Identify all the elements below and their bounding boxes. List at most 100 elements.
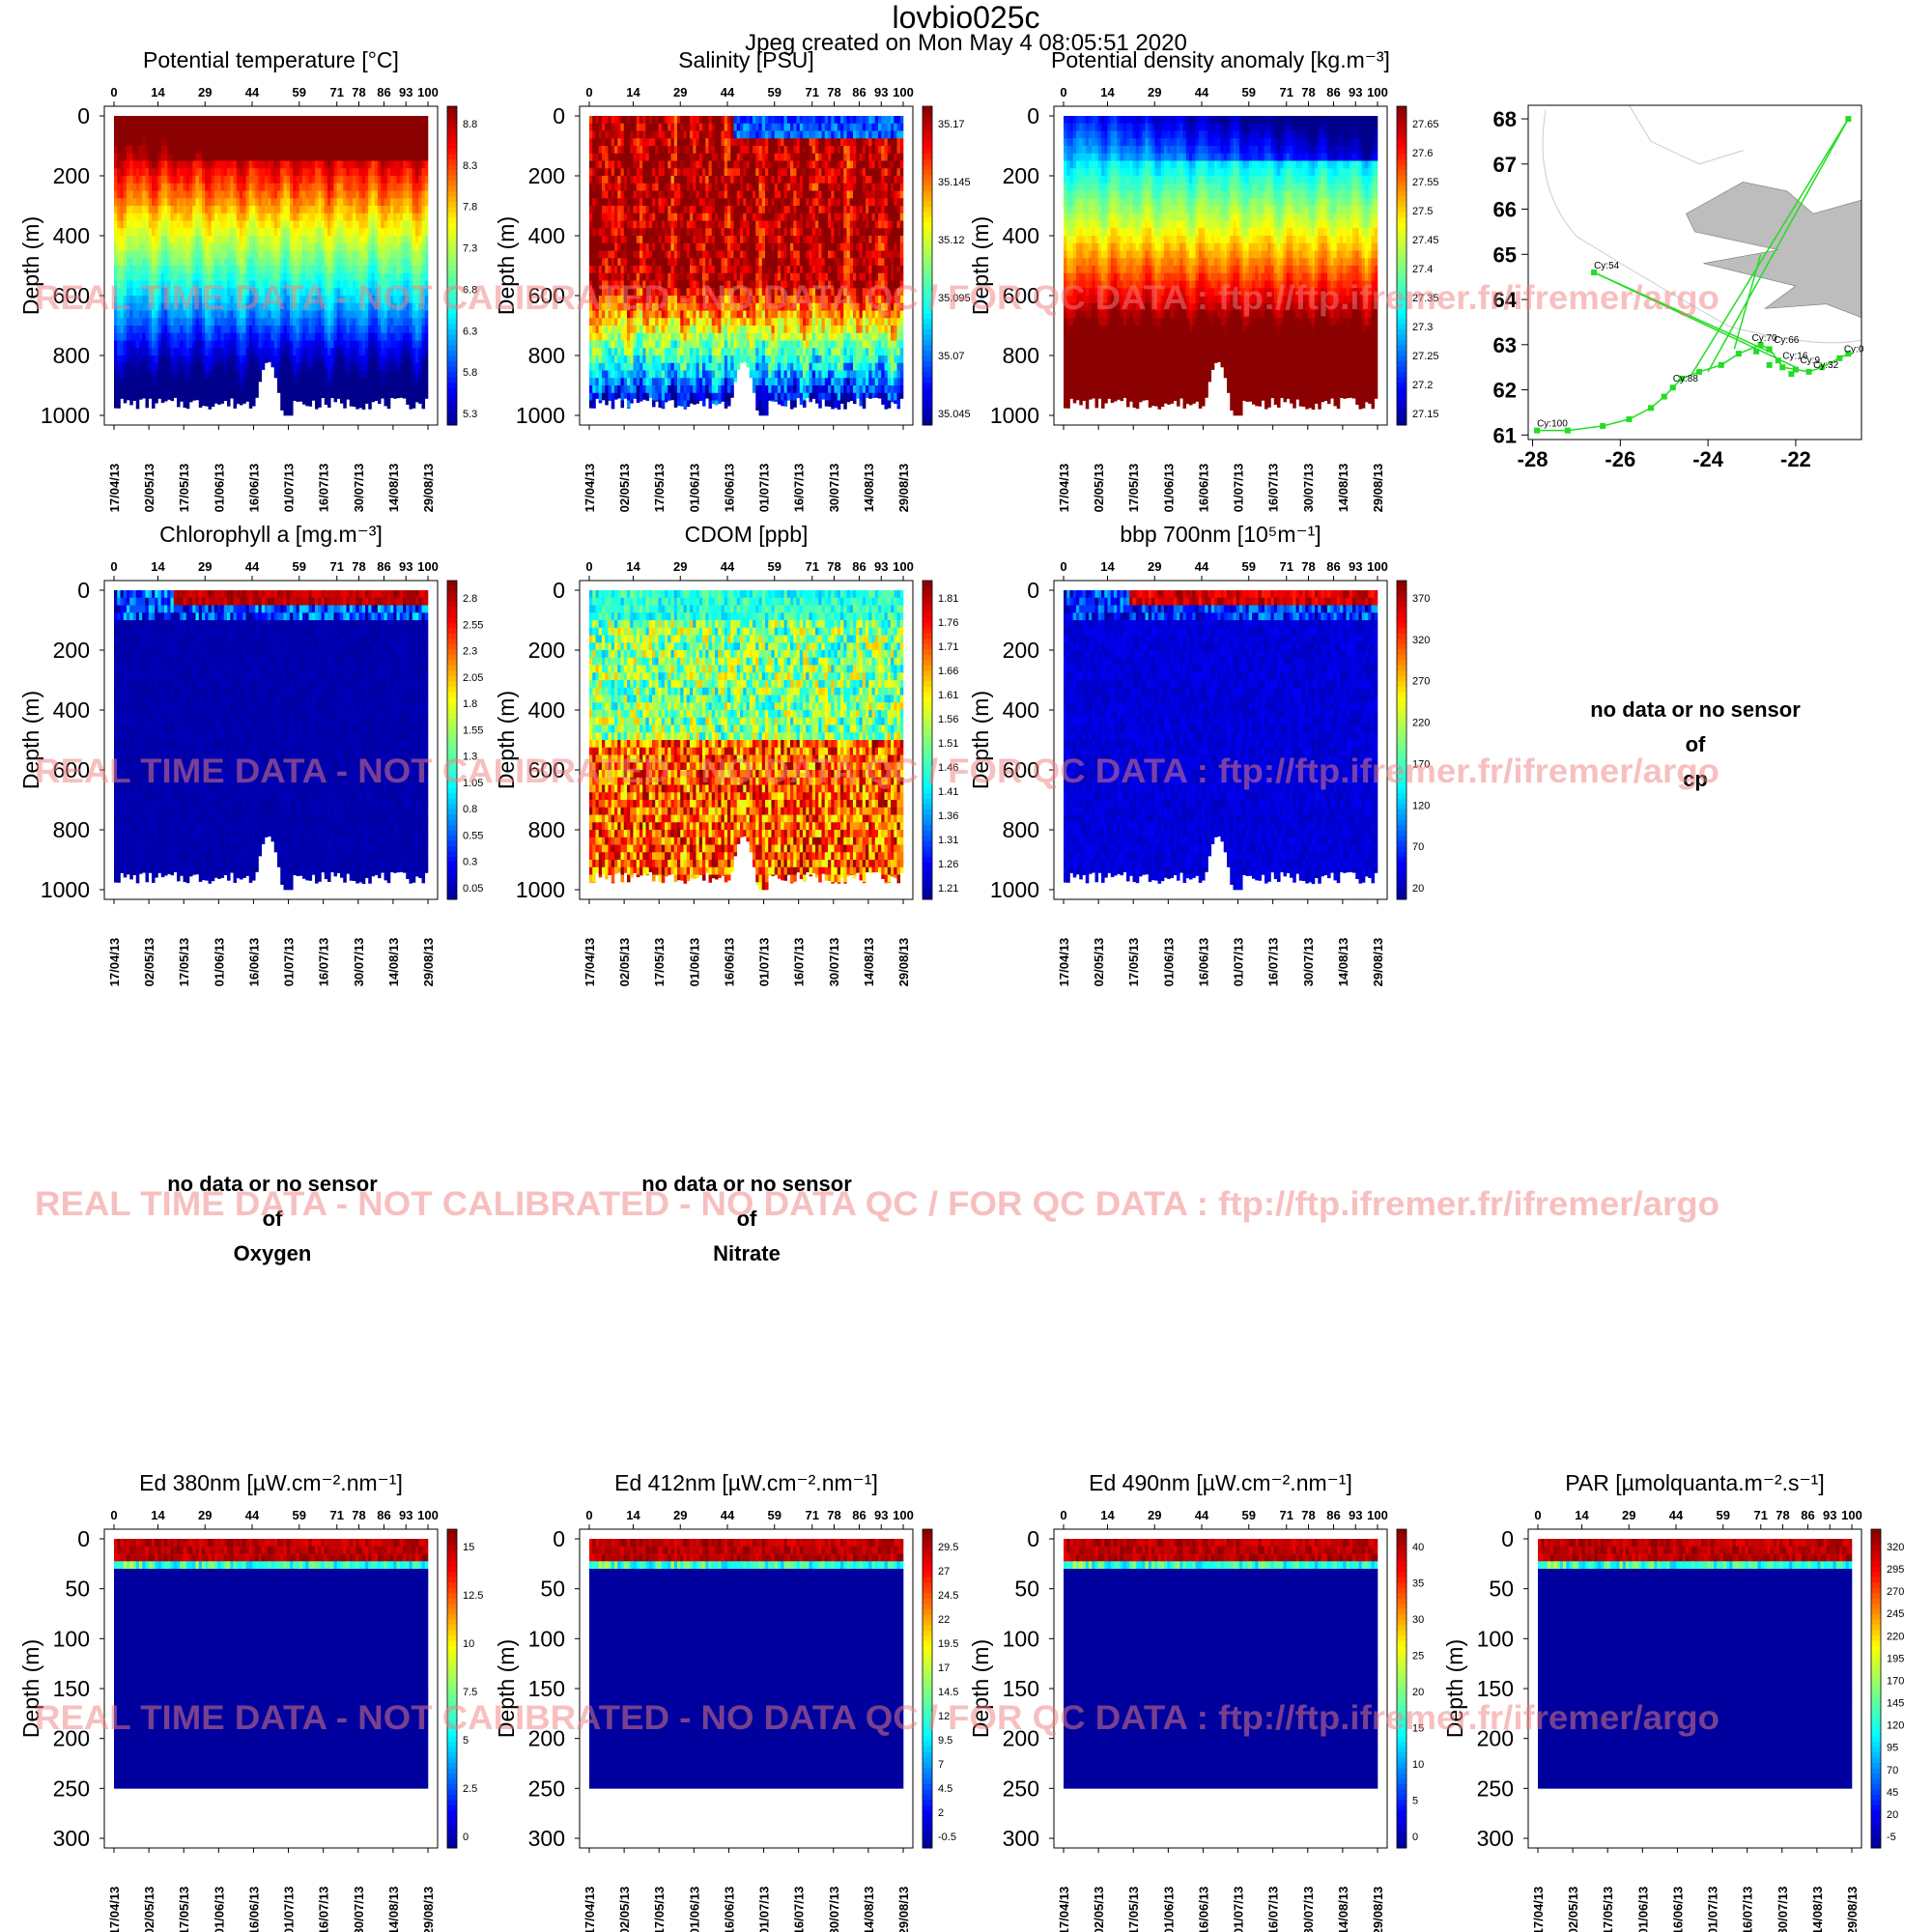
heat-cell bbox=[189, 131, 193, 139]
heat-cell bbox=[129, 154, 133, 161]
heat-cell bbox=[171, 251, 175, 259]
heat-cell bbox=[196, 236, 200, 243]
heat-cell bbox=[410, 161, 413, 169]
heat-cell bbox=[422, 124, 426, 131]
heat-cell bbox=[368, 266, 372, 273]
heat-cell bbox=[293, 228, 297, 236]
heat-cell bbox=[418, 266, 422, 273]
heat-cell bbox=[605, 228, 609, 236]
heat-cell bbox=[161, 168, 165, 176]
heat-cell bbox=[177, 371, 181, 379]
heat-cell bbox=[353, 243, 356, 251]
heat-cell bbox=[418, 116, 422, 124]
heat-cell bbox=[280, 393, 284, 401]
heat-cell bbox=[375, 176, 379, 184]
heat-cell bbox=[209, 154, 213, 161]
heat-cell bbox=[315, 258, 319, 266]
heat-cell bbox=[397, 206, 401, 213]
heat-cell bbox=[287, 161, 291, 169]
heat-cell bbox=[609, 206, 612, 213]
depth-tick-label: 200 bbox=[53, 163, 90, 188]
heat-cell bbox=[117, 154, 121, 161]
heat-cell bbox=[659, 176, 663, 184]
heat-cell bbox=[639, 401, 643, 402]
heat-cell bbox=[127, 236, 130, 243]
heat-cell bbox=[249, 341, 253, 349]
heat-cell bbox=[237, 243, 241, 251]
heat-cell bbox=[117, 228, 121, 236]
heat-cell bbox=[171, 191, 175, 199]
heat-cell bbox=[355, 236, 359, 243]
heat-cell bbox=[406, 355, 410, 363]
heat-cell bbox=[337, 371, 341, 379]
heat-cell bbox=[227, 176, 231, 184]
heat-cell bbox=[415, 221, 419, 229]
heat-cell bbox=[393, 116, 397, 124]
heat-cell bbox=[171, 228, 175, 236]
heat-cell bbox=[161, 146, 165, 154]
heat-cell bbox=[397, 146, 401, 154]
heat-cell bbox=[639, 393, 643, 401]
heat-cell bbox=[205, 378, 209, 385]
heat-cell bbox=[180, 326, 184, 333]
heat-cell bbox=[368, 251, 372, 259]
heat-cell bbox=[325, 131, 328, 139]
heat-cell bbox=[124, 131, 128, 139]
heat-cell bbox=[164, 206, 168, 213]
heat-cell bbox=[621, 146, 625, 154]
heat-cell bbox=[387, 191, 391, 199]
heat-cell bbox=[412, 243, 416, 251]
heat-cell bbox=[410, 176, 413, 184]
heat-cell bbox=[149, 341, 153, 349]
heat-cell bbox=[630, 385, 634, 393]
heat-cell bbox=[614, 326, 618, 333]
heat-cell bbox=[299, 318, 303, 326]
heat-cell bbox=[171, 213, 175, 221]
heat-cell bbox=[614, 191, 618, 199]
heat-cell bbox=[602, 393, 606, 401]
heat-cell bbox=[290, 138, 294, 146]
heat-cell bbox=[192, 176, 196, 184]
heat-cell bbox=[602, 191, 606, 199]
heat-cell bbox=[649, 138, 653, 146]
heat-cell bbox=[630, 318, 634, 326]
heat-cell bbox=[642, 221, 646, 229]
heat-cell bbox=[372, 341, 376, 349]
heat-cell bbox=[209, 333, 213, 341]
heat-cell bbox=[630, 355, 634, 363]
heat-cell bbox=[639, 146, 643, 154]
heat-cell bbox=[652, 198, 656, 206]
heat-cell bbox=[359, 266, 363, 273]
heat-cell bbox=[334, 236, 338, 243]
heat-cell bbox=[592, 371, 596, 379]
heat-cell bbox=[302, 393, 306, 401]
heat-cell bbox=[171, 348, 175, 355]
heat-cell bbox=[415, 124, 419, 131]
heat-cell bbox=[337, 161, 341, 169]
heat-cell bbox=[592, 184, 596, 191]
heat-cell bbox=[277, 184, 281, 191]
heat-cell bbox=[589, 371, 593, 379]
heat-cell bbox=[592, 266, 596, 273]
heat-cell bbox=[158, 333, 162, 341]
heat-cell bbox=[155, 236, 158, 243]
heat-cell bbox=[139, 184, 143, 191]
heat-cell bbox=[177, 131, 181, 139]
heat-cell bbox=[180, 198, 184, 206]
heat-cell bbox=[230, 168, 234, 176]
heat-cell bbox=[350, 393, 354, 401]
heat-cell bbox=[390, 326, 394, 333]
heat-cell bbox=[221, 146, 225, 154]
heat-cell bbox=[347, 154, 351, 161]
heat-cell bbox=[627, 116, 631, 124]
heat-cell bbox=[347, 363, 351, 371]
heat-cell bbox=[274, 318, 278, 326]
heat-cell bbox=[662, 206, 666, 213]
heat-cell bbox=[155, 251, 158, 259]
heat-cell bbox=[422, 213, 426, 221]
heat-cell bbox=[192, 191, 196, 199]
heat-cell bbox=[117, 408, 121, 409]
heat-cell bbox=[209, 146, 213, 154]
heat-cell bbox=[297, 221, 300, 229]
heat-cell bbox=[397, 371, 401, 379]
